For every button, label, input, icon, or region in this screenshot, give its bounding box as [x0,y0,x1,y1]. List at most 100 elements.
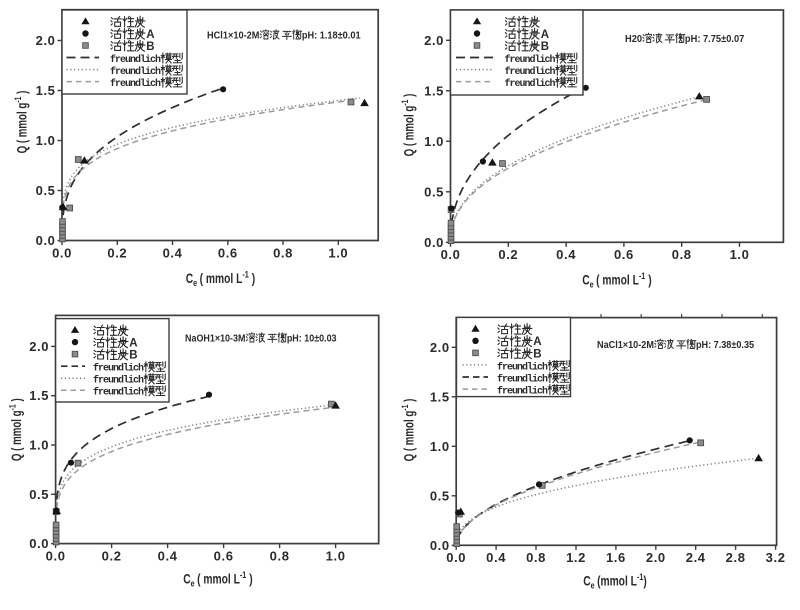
svg-text:C: C [183,571,191,587]
svg-text:-1: -1 [639,270,646,281]
svg-text:2.8: 2.8 [726,550,746,565]
svg-text:freundlich: freundlich [93,387,144,399]
svg-text:0.5: 0.5 [424,184,444,199]
svg-text:1.0: 1.0 [430,439,450,454]
svg-text:B: B [146,41,154,53]
svg-text:A: A [129,337,137,349]
svg-text:0.0: 0.0 [446,550,466,565]
svg-text:pH: 7.38±0.35: pH: 7.38±0.35 [696,340,754,351]
svg-text:( mmol L: ( mmol L [194,571,240,587]
svg-text:0.5: 0.5 [430,488,450,503]
svg-text:2.0: 2.0 [36,33,56,48]
svg-text:A: A [541,29,549,41]
svg-text:2.0: 2.0 [29,339,49,354]
svg-text:Q ( mmol g: Q ( mmol g [10,410,25,461]
svg-text:2.0: 2.0 [430,340,450,355]
svg-text:freundlich: freundlich [93,375,144,387]
svg-text:0.0: 0.0 [46,548,66,563]
svg-text:): ) [402,94,417,100]
svg-text:B: B [541,41,549,53]
svg-text:( mmol L: ( mmol L [197,271,243,287]
svg-text:1.2: 1.2 [566,550,586,565]
svg-text:0.0: 0.0 [36,233,56,248]
svg-text:freundlich: freundlich [505,54,556,66]
svg-text:NaOH1×10-3M: NaOH1×10-3M [185,332,246,343]
svg-text:1.5: 1.5 [430,389,450,404]
svg-text:A: A [146,29,154,41]
svg-text:0.2: 0.2 [498,247,518,262]
svg-text:freundlich: freundlich [497,373,548,385]
svg-text:-1: -1 [637,571,644,582]
svg-text:freundlich: freundlich [505,66,556,78]
svg-text:-1: -1 [242,268,249,279]
svg-text:0.6: 0.6 [218,245,238,260]
svg-text:pH: 1.18±0.01: pH: 1.18±0.01 [302,30,361,41]
svg-text:( mmol L: ( mmol L [593,272,639,288]
svg-text:1.0: 1.0 [29,438,49,453]
svg-text:): ) [249,271,255,287]
svg-text:Q ( mmol g: Q ( mmol g [402,411,417,462]
svg-text:0.4: 0.4 [486,550,506,565]
svg-text:HCl1×10-2M: HCl1×10-2M [207,30,260,41]
svg-text:3.2: 3.2 [766,550,786,565]
svg-text:B: B [533,348,541,360]
svg-text:-1: -1 [400,99,410,105]
svg-text:0.8: 0.8 [672,247,692,262]
svg-text:0.6: 0.6 [614,247,634,262]
svg-text:0.0: 0.0 [424,235,444,250]
svg-text:): ) [645,272,651,288]
svg-text:0.0: 0.0 [52,245,72,260]
svg-text:1.0: 1.0 [730,247,750,262]
svg-text:0.4: 0.4 [158,548,178,563]
svg-text:): ) [643,573,646,589]
svg-text:freundlich: freundlich [93,363,144,375]
svg-text:): ) [402,399,417,405]
svg-text:-1: -1 [13,96,23,102]
svg-text:): ) [246,571,252,587]
svg-text:-1: -1 [7,404,17,410]
svg-text:): ) [10,398,25,404]
svg-text:freundlich: freundlich [110,66,161,78]
svg-text:A: A [533,336,541,348]
svg-text:0.4: 0.4 [163,245,183,260]
svg-text:Q ( mmol g: Q ( mmol g [15,103,30,154]
svg-text:B: B [129,350,137,362]
svg-text:freundlich: freundlich [505,78,556,90]
svg-text:freundlich: freundlich [110,78,161,90]
svg-text:freundlich: freundlich [110,54,161,66]
svg-text:e: e [590,278,594,289]
svg-text:freundlich: freundlich [497,385,548,397]
svg-text:e: e [193,277,197,288]
svg-text:0.4: 0.4 [556,247,576,262]
svg-text:): ) [15,91,30,97]
svg-text:pH: 10±0.03: pH: 10±0.03 [287,332,337,343]
svg-text:0.8: 0.8 [526,550,546,565]
svg-text:0.0: 0.0 [430,538,450,553]
svg-text:NaCl1×10-2M: NaCl1×10-2M [597,340,654,351]
svg-text:0.2: 0.2 [102,548,122,563]
svg-text:1.0: 1.0 [36,133,56,148]
svg-text:-1: -1 [400,404,410,410]
svg-text:Q ( mmol g: Q ( mmol g [402,106,417,157]
svg-text:C: C [186,271,194,287]
svg-text:0.5: 0.5 [29,487,49,502]
svg-text:C: C [583,573,591,589]
svg-text:1.0: 1.0 [328,245,348,260]
svg-text:0.6: 0.6 [214,548,234,563]
svg-text:1.5: 1.5 [36,83,56,98]
svg-text:1.5: 1.5 [29,388,49,403]
svg-text:e: e [591,579,595,590]
svg-text:2.4: 2.4 [686,550,706,565]
svg-text:0.0: 0.0 [29,536,49,551]
svg-text:0.5: 0.5 [36,183,56,198]
svg-text:-1: -1 [240,569,247,580]
svg-text:0.2: 0.2 [107,245,127,260]
svg-text:2.0: 2.0 [424,33,444,48]
svg-text:0.8: 0.8 [273,245,293,260]
svg-text:1.0: 1.0 [424,134,444,149]
svg-text:pH: 7.75±0.07: pH: 7.75±0.07 [685,34,744,45]
svg-text:1.0: 1.0 [326,548,346,563]
svg-text:0.8: 0.8 [270,548,290,563]
svg-text:1.5: 1.5 [424,83,444,98]
svg-text:2.0: 2.0 [646,550,666,565]
